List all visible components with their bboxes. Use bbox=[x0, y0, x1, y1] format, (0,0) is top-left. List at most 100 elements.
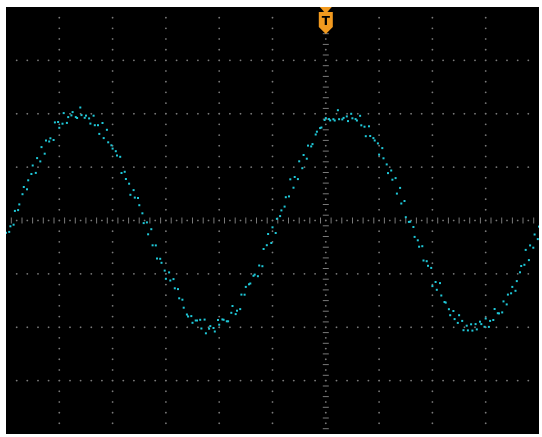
grid-dot bbox=[271, 219, 274, 222]
grid-dot bbox=[90, 219, 93, 222]
grid-dot bbox=[324, 102, 327, 104]
grid-dot bbox=[271, 305, 274, 307]
grid-dot bbox=[47, 59, 50, 62]
trace-sample-point bbox=[333, 119, 336, 122]
trace-sample-point bbox=[208, 327, 211, 330]
grid-dot bbox=[165, 401, 167, 403]
grid-dot bbox=[69, 59, 71, 62]
grid-dot bbox=[420, 379, 423, 382]
grid-dot bbox=[271, 80, 274, 83]
trace-sample-point bbox=[296, 178, 299, 181]
grid-dot bbox=[463, 379, 466, 382]
grid-dot bbox=[367, 166, 370, 169]
trace-sample-point bbox=[342, 116, 345, 119]
grid-dot bbox=[218, 38, 221, 40]
grid-dot bbox=[260, 219, 263, 222]
trace-sample-point bbox=[474, 323, 477, 326]
grid-dot bbox=[37, 326, 39, 329]
grid-dot bbox=[324, 59, 327, 62]
grid-dot bbox=[58, 70, 61, 72]
trace-sample-point bbox=[173, 287, 176, 290]
grid-dot bbox=[111, 134, 114, 136]
grid-dot bbox=[165, 337, 167, 339]
grid-dot bbox=[378, 390, 380, 393]
trace-sample-point bbox=[369, 135, 372, 137]
grid-dot bbox=[111, 102, 114, 104]
trace-sample-point bbox=[120, 172, 123, 174]
grid-dot bbox=[484, 262, 487, 265]
grid-dot bbox=[58, 208, 61, 211]
grid-dot bbox=[218, 401, 221, 403]
grid-dot bbox=[15, 112, 18, 115]
trace-sample-point bbox=[110, 144, 113, 147]
grid-dot bbox=[324, 91, 327, 94]
trace-sample-point bbox=[435, 288, 438, 291]
grid-dot bbox=[431, 358, 434, 361]
grid-dot bbox=[143, 59, 146, 62]
grid-dot bbox=[186, 166, 189, 169]
trace-sample-point bbox=[373, 139, 376, 142]
trace-sample-point bbox=[199, 318, 202, 321]
grid-dot bbox=[218, 411, 221, 414]
trace-sample-point bbox=[501, 311, 504, 314]
grid-dot bbox=[420, 326, 423, 329]
grid-dot bbox=[271, 347, 274, 350]
grid-dot bbox=[324, 369, 327, 371]
grid-dot bbox=[218, 326, 221, 329]
trace-sample-point bbox=[80, 114, 83, 117]
grid-dot bbox=[378, 48, 380, 51]
grid-dot bbox=[143, 112, 146, 115]
grid-dot bbox=[111, 91, 114, 94]
grid-dot bbox=[463, 219, 466, 222]
grid-dot bbox=[420, 273, 423, 275]
trigger-position-icon[interactable] bbox=[318, 7, 333, 34]
trace-sample-point bbox=[298, 160, 301, 163]
trace-sample-point bbox=[133, 196, 136, 199]
graticule bbox=[10, 11, 535, 430]
grid-dot bbox=[58, 251, 61, 254]
trace-sample-point bbox=[101, 122, 104, 124]
trace-sample-point bbox=[187, 315, 190, 318]
grid-dot bbox=[218, 241, 221, 243]
grid-dot bbox=[484, 422, 487, 425]
trigger-position-marker[interactable]: T bbox=[318, 7, 333, 34]
trace-sample-point bbox=[111, 147, 114, 150]
grid-dot bbox=[58, 294, 61, 297]
trace-sample-point bbox=[465, 324, 468, 327]
trace-sample-point bbox=[418, 245, 421, 248]
grid-dot bbox=[271, 38, 274, 40]
grid-dot bbox=[484, 347, 487, 350]
grid-dot bbox=[58, 123, 61, 126]
grid-dot bbox=[218, 208, 221, 211]
grid-dot bbox=[431, 315, 434, 318]
grid-dot bbox=[37, 219, 39, 222]
trace-sample-point bbox=[498, 312, 500, 315]
grid-dot bbox=[79, 219, 82, 222]
trace-sample-point bbox=[443, 301, 446, 303]
trace-sample-point bbox=[114, 150, 117, 153]
trace-sample-point bbox=[128, 182, 131, 185]
grid-dot bbox=[484, 38, 487, 40]
grid-dot bbox=[378, 91, 380, 94]
waveform-display[interactable]: T bbox=[6, 7, 539, 434]
grid-dot bbox=[271, 134, 274, 136]
grid-dot bbox=[111, 198, 114, 201]
grid-dot bbox=[250, 166, 253, 169]
trace-sample-point bbox=[138, 204, 141, 207]
grid-dot bbox=[527, 219, 530, 222]
grid-dot bbox=[271, 70, 274, 72]
trace-sample-point bbox=[105, 128, 108, 131]
grid-dot bbox=[122, 326, 125, 329]
grid-dot bbox=[324, 422, 327, 425]
trace-sample-point bbox=[421, 245, 424, 248]
grid-dot bbox=[101, 326, 103, 329]
grid-dot bbox=[271, 27, 274, 30]
grid-dot bbox=[271, 230, 274, 233]
grid-dot bbox=[463, 326, 466, 329]
grid-dot bbox=[463, 112, 466, 115]
grid-dot bbox=[292, 219, 295, 222]
trace-sample-point bbox=[359, 114, 362, 117]
trace-sample-point bbox=[71, 111, 74, 114]
grid-dot bbox=[165, 112, 167, 115]
